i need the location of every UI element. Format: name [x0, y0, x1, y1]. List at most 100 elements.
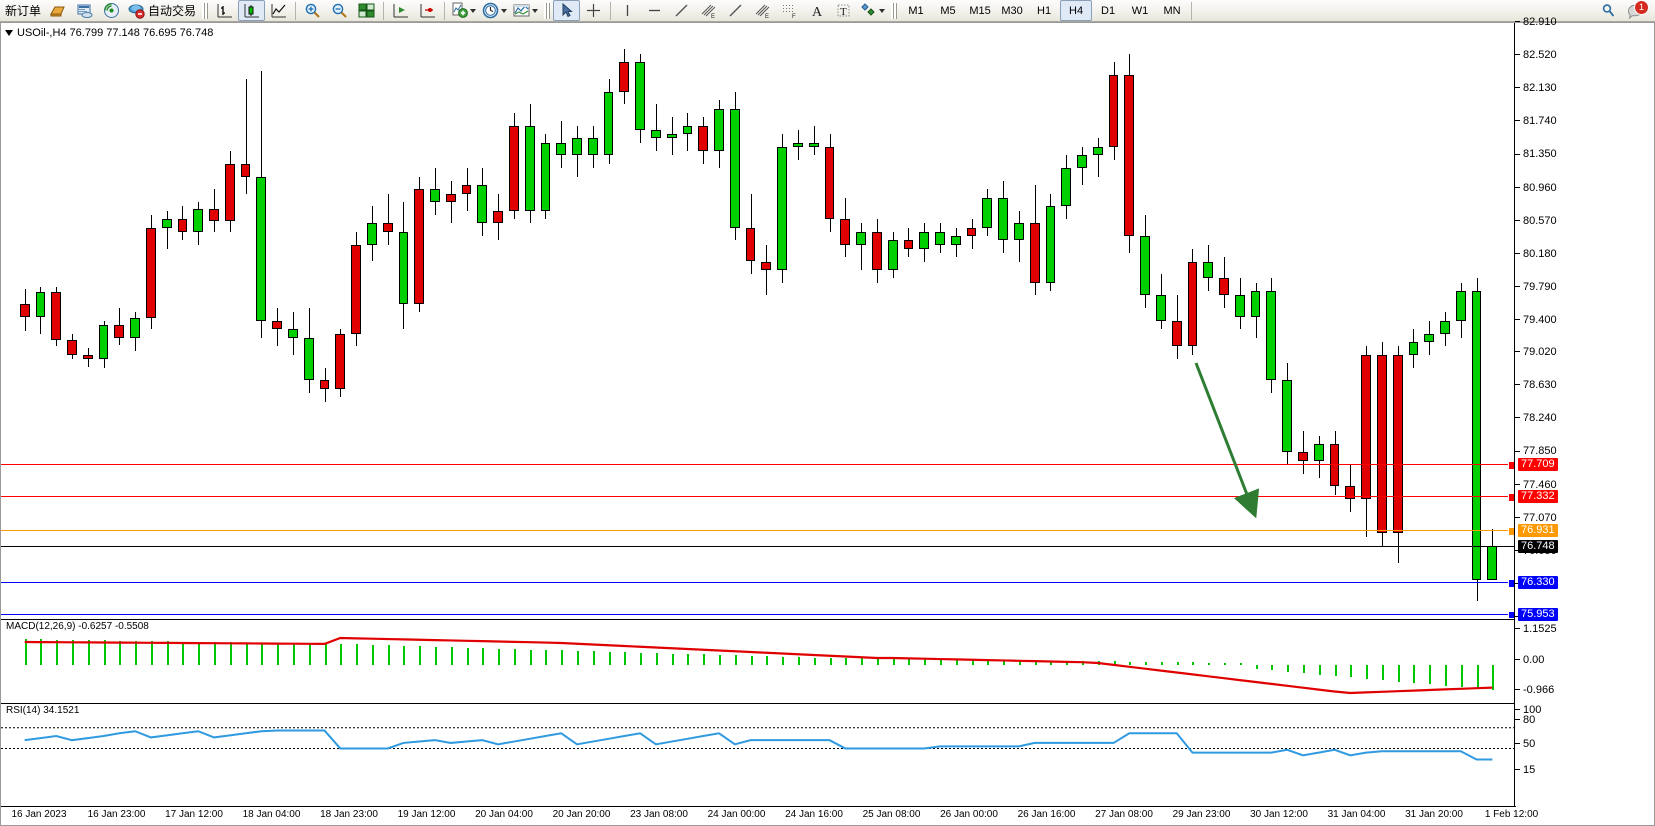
period-caret-icon[interactable] — [501, 8, 508, 13]
cursor-tool-button[interactable] — [553, 0, 581, 21]
resistance-line-2-tag[interactable]: 77.332 — [1518, 490, 1558, 504]
indicators-button[interactable] — [510, 0, 541, 21]
support-line-1-tag[interactable]: 76.330 — [1518, 575, 1558, 589]
timeframe-m5[interactable]: M5 — [932, 0, 964, 21]
macd-bar — [939, 659, 942, 665]
time-tick: 24 Jan 00:00 — [707, 809, 766, 820]
timeframe-w1[interactable]: W1 — [1124, 0, 1156, 21]
macd-bar — [924, 659, 927, 665]
grid-tool-button[interactable]: F — [776, 0, 803, 21]
candle-body — [1140, 236, 1151, 296]
fibonacci-tool-button[interactable]: E — [695, 0, 722, 21]
line-chart-icon[interactable] — [265, 0, 292, 21]
time-tick: 17 Jan 12:00 — [165, 809, 223, 820]
support-line-2[interactable] — [1, 613, 1516, 615]
macd-bar — [135, 640, 138, 665]
candle-body — [1424, 333, 1435, 343]
chart-dropdown-icon[interactable] — [5, 30, 13, 36]
trendline-icon — [673, 2, 690, 19]
timeframe-m15[interactable]: M15 — [964, 0, 996, 21]
chart-window[interactable]: USOil-,H4 76.799 77.148 76.695 76.748 MA… — [0, 16, 1655, 826]
candle-body — [666, 134, 677, 139]
orange-line-tag[interactable]: 76.931 — [1518, 524, 1558, 538]
candle-body — [761, 261, 772, 270]
candlestick-icon[interactable] — [238, 0, 266, 21]
trendline-by-angle-tool-button[interactable] — [722, 0, 749, 21]
candle-body — [1156, 295, 1166, 321]
time-tick: 31 Jan 04:00 — [1327, 809, 1386, 820]
resistance-line-1-tag[interactable]: 77.709 — [1518, 458, 1558, 472]
svg-text:F: F — [792, 14, 796, 19]
current-price-line-tag[interactable]: 76.748 — [1518, 540, 1558, 554]
bar-chart-icon[interactable] — [211, 0, 238, 21]
candle-body — [1234, 295, 1245, 317]
notifications-icon[interactable]: 1 — [1622, 0, 1649, 21]
fibonacci-fan-tool-button[interactable]: E — [749, 0, 776, 21]
timeframe-h4[interactable]: H4 — [1060, 0, 1093, 21]
candle-body — [256, 176, 267, 321]
macd-pane[interactable]: MACD(12,26,9) -0.6257 -0.5508 — [1, 619, 1654, 702]
candle-body — [1187, 261, 1198, 347]
new-chart-button[interactable] — [448, 0, 479, 21]
price-pane[interactable] — [1, 23, 1654, 618]
time-axis[interactable]: 16 Jan 2023 16 Jan 23:00 17 Jan 12:00 18 Ja… — [1, 806, 1538, 825]
toolbar-grip-1[interactable] — [202, 2, 209, 19]
new-order-button[interactable]: 新订单 — [2, 0, 44, 21]
text-tool-button[interactable]: A — [803, 0, 830, 21]
new-chart-caret-icon[interactable] — [470, 8, 477, 13]
macd-bar — [971, 660, 974, 665]
trendline-tool-button[interactable] — [668, 0, 695, 21]
chart-shift-icon[interactable] — [387, 0, 414, 21]
search-icon[interactable] — [1595, 0, 1622, 21]
candle-body — [1061, 168, 1072, 207]
signal-icon[interactable] — [98, 0, 125, 21]
candle-body — [524, 125, 535, 211]
support-line-1[interactable] — [1, 581, 1516, 583]
price-axis[interactable]: 82.910 82.520 82.130 81.740 81.350 80.960 80.5… — [1514, 16, 1654, 825]
tile-windows-icon[interactable] — [353, 0, 380, 21]
macd-bar — [450, 647, 453, 665]
orange-line[interactable] — [1, 530, 1516, 532]
timeframe-h4-label: H4 — [1069, 4, 1084, 17]
toolbar-grip-2[interactable] — [544, 2, 551, 19]
timeframe-m30[interactable]: M30 — [996, 0, 1028, 21]
macd-bar — [1192, 662, 1195, 665]
candle-body — [1203, 261, 1214, 279]
objects-caret-icon[interactable] — [879, 8, 886, 13]
bearish-arrow-annotation[interactable] — [1, 23, 1516, 618]
toolbar-grip-3[interactable] — [891, 2, 898, 19]
timeframe-mn[interactable]: MN — [1156, 0, 1188, 21]
price-tick: 79.020 — [1515, 346, 1557, 358]
candle-body — [793, 142, 803, 147]
auto-scroll-icon[interactable] — [414, 0, 441, 21]
macd-bar — [782, 656, 785, 665]
candle-body — [224, 163, 235, 221]
candle-body — [1029, 223, 1040, 283]
macd-bar — [356, 644, 359, 665]
label-tool-button[interactable]: T — [830, 0, 857, 21]
resistance-line-1[interactable] — [1, 464, 1516, 466]
zoom-in-icon[interactable] — [299, 0, 326, 21]
macd-bar — [1302, 665, 1305, 674]
zoom-out-icon[interactable] — [326, 0, 353, 21]
indicators-caret-icon[interactable] — [532, 8, 539, 13]
horizontal-line-tool-button[interactable] — [641, 0, 668, 21]
rsi-pane[interactable]: RSI(14) 34.1521 — [1, 703, 1654, 781]
macd-bar — [40, 639, 43, 665]
support-line-2-tag[interactable]: 75.953 — [1518, 607, 1558, 621]
period-button[interactable] — [479, 0, 510, 21]
timeframe-m1[interactable]: M1 — [900, 0, 932, 21]
macd-bar — [734, 655, 737, 665]
resistance-line-2[interactable] — [1, 496, 1516, 498]
macd-bar — [1429, 665, 1432, 685]
macd-bar — [987, 660, 990, 665]
terminal-icon[interactable] — [71, 0, 98, 21]
candle-body — [1361, 354, 1371, 500]
crosshair-tool-button[interactable] — [580, 0, 607, 21]
objects-button[interactable] — [857, 0, 888, 21]
timeframe-d1[interactable]: D1 — [1092, 0, 1124, 21]
vertical-line-tool-button[interactable] — [614, 0, 641, 21]
gold-bar-icon[interactable] — [44, 0, 71, 21]
timeframe-h1[interactable]: H1 — [1028, 0, 1060, 21]
auto-trading-button[interactable]: 自动交易 — [125, 0, 199, 21]
